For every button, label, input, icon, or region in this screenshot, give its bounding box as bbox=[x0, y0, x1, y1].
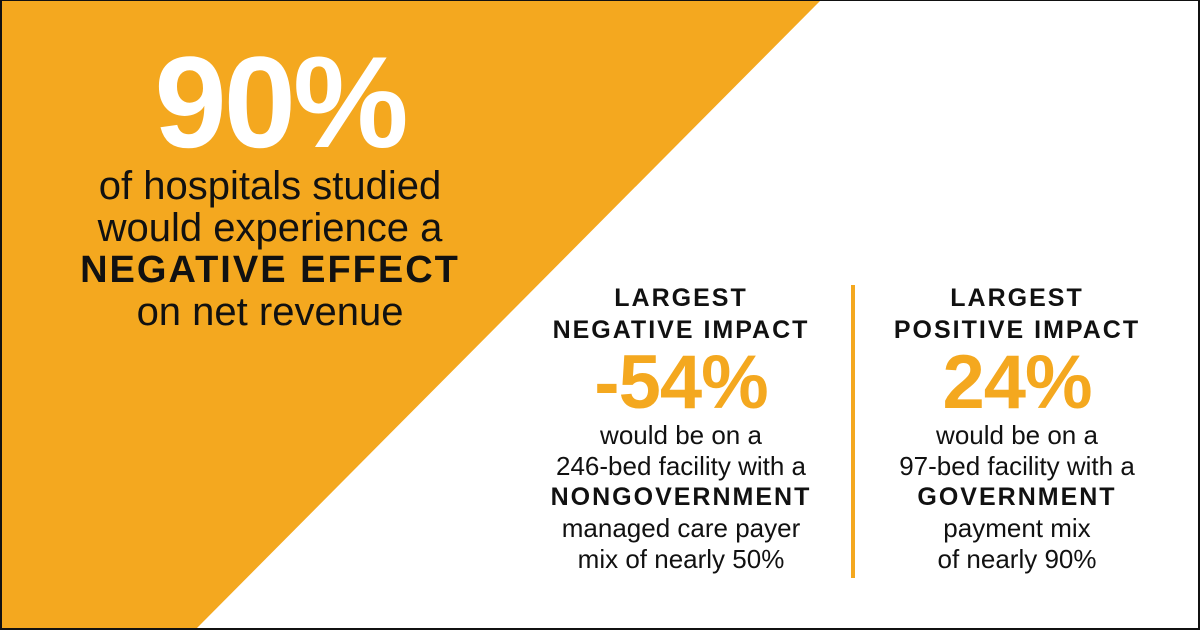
positive-line-4: of nearly 90% bbox=[937, 544, 1097, 574]
negative-line-4: mix of nearly 50% bbox=[577, 544, 785, 574]
headline-stat: 90% bbox=[154, 29, 408, 175]
headline-line-3: on net revenue bbox=[136, 290, 404, 334]
negative-heading-2: NEGATIVE IMPACT bbox=[552, 316, 810, 344]
negative-value: -54% bbox=[594, 340, 768, 425]
positive-line-3: payment mix bbox=[943, 513, 1091, 543]
negative-heading-1: LARGEST bbox=[614, 284, 748, 312]
positive-line-1: would be on a bbox=[936, 420, 1098, 450]
positive-impact-block: LARGEST POSITIVE IMPACT 24% would be on … bbox=[852, 282, 1182, 575]
column-divider bbox=[851, 285, 855, 578]
positive-heading-2: POSITIVE IMPACT bbox=[893, 316, 1141, 344]
negative-emphasis: NONGOVERNMENT bbox=[550, 483, 812, 511]
headline-line-2: would experience a bbox=[97, 206, 443, 250]
negative-line-1: would be on a bbox=[600, 420, 762, 450]
positive-value: 24% bbox=[942, 340, 1092, 425]
positive-heading-1: LARGEST bbox=[950, 284, 1084, 312]
positive-emphasis: GOVERNMENT bbox=[917, 483, 1117, 511]
headline-line-1: of hospitals studied bbox=[98, 164, 442, 208]
negative-line-3: managed care payer bbox=[561, 513, 801, 543]
positive-line-2: 97-bed facility with a bbox=[899, 451, 1135, 481]
negative-impact-block: LARGEST NEGATIVE IMPACT -54% would be on… bbox=[516, 282, 846, 575]
negative-line-2: 246-bed facility with a bbox=[555, 451, 807, 481]
headline-text: of hospitals studied would experience a … bbox=[30, 165, 510, 333]
headline-emphasis: NEGATIVE EFFECT bbox=[80, 249, 460, 291]
